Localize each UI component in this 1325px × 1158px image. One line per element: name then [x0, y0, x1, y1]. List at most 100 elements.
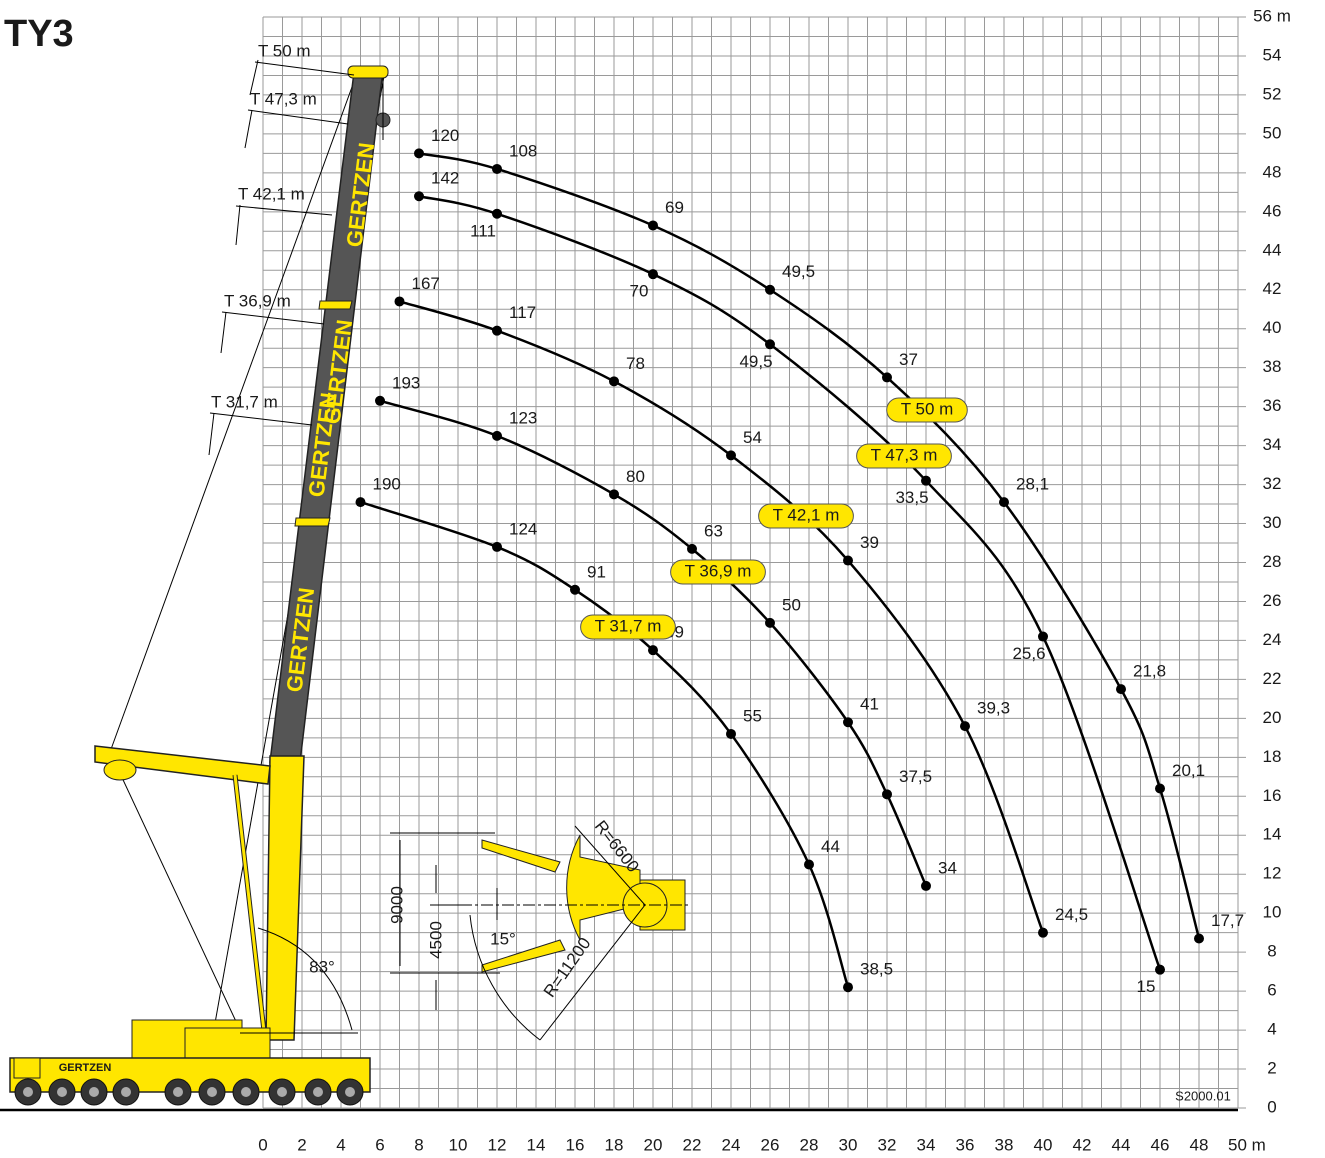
load-label: 142	[431, 169, 459, 188]
y-tick-label: 8	[1267, 942, 1276, 961]
load-label: 39	[860, 533, 879, 552]
boom-angle: 83°	[309, 957, 335, 976]
y-tick-label: 32	[1263, 474, 1282, 493]
x-tick-label: 42	[1073, 1135, 1092, 1154]
y-tick-label: 38	[1263, 357, 1282, 376]
y-tick-label: 24	[1263, 630, 1282, 649]
x-tick-label: 48	[1190, 1135, 1209, 1154]
y-tick-label: 52	[1263, 84, 1282, 103]
load-point	[492, 326, 502, 336]
x-tick-label: 36	[956, 1135, 975, 1154]
load-point	[1038, 632, 1048, 642]
load-point	[648, 220, 658, 230]
load-label: 25,6	[1012, 644, 1045, 663]
load-label: 17,7	[1211, 911, 1244, 930]
x-tick-label: 6	[375, 1135, 384, 1154]
load-label: 54	[743, 428, 762, 447]
x-tick-label: 4	[336, 1135, 345, 1154]
x-tick-label: 24	[722, 1135, 741, 1154]
y-tick-label: 40	[1263, 318, 1282, 337]
boom-length-label: T 36,9 m	[224, 291, 291, 310]
y-tick-label: 0	[1267, 1097, 1276, 1116]
y-tick-label: 2	[1267, 1059, 1276, 1078]
x-tick-label: 2	[297, 1135, 306, 1154]
load-label: 37,5	[899, 767, 932, 786]
load-point	[492, 431, 502, 441]
load-point	[414, 148, 424, 158]
y-tick-label: 46	[1263, 201, 1282, 220]
load-curve	[400, 301, 1044, 932]
boom-length-label: T 42,1 m	[238, 184, 305, 203]
y-tick-label: 4	[1267, 1020, 1276, 1039]
load-label: 63	[704, 521, 723, 540]
load-label: 41	[860, 695, 879, 714]
angle-label: 15°	[490, 929, 516, 948]
load-point	[375, 396, 385, 406]
load-point	[1194, 934, 1204, 944]
y-tick-label: 48	[1263, 162, 1282, 181]
load-point	[687, 544, 697, 554]
load-point	[882, 372, 892, 382]
load-point	[804, 859, 814, 869]
x-tick-label: 12	[488, 1135, 507, 1154]
y-tick-label: 50	[1263, 123, 1282, 142]
x-tick-label: 8	[414, 1135, 423, 1154]
load-label: 111	[470, 221, 496, 240]
x-tick-label: 16	[566, 1135, 585, 1154]
curve-label: T 50 m	[901, 399, 954, 418]
load-label: 124	[509, 519, 537, 538]
load-point	[492, 209, 502, 219]
load-label: 15	[1137, 977, 1156, 996]
load-label: 21,8	[1133, 662, 1166, 681]
load-label: 28,1	[1016, 475, 1049, 494]
load-label: 55	[743, 706, 762, 725]
x-tick-label: 0	[258, 1135, 267, 1154]
load-point	[648, 645, 658, 655]
x-tick-label: 18	[605, 1135, 624, 1154]
load-label: 117	[509, 303, 536, 322]
load-point	[492, 164, 502, 174]
y-tick-label: 12	[1263, 864, 1282, 883]
load-point	[921, 476, 931, 486]
y-tick-label: 56 m	[1253, 6, 1291, 25]
load-label: 120	[431, 126, 459, 145]
load-point	[843, 982, 853, 992]
x-tick-label: 38	[995, 1135, 1014, 1154]
load-point	[960, 721, 970, 731]
load-point	[570, 585, 580, 595]
load-point	[999, 497, 1009, 507]
load-point	[356, 497, 366, 507]
load-point	[414, 191, 424, 201]
x-tick-label: 34	[917, 1135, 936, 1154]
boom-length-label: T 47,3 m	[250, 89, 317, 108]
y-tick-label: 28	[1263, 552, 1282, 571]
load-label: 190	[373, 475, 401, 494]
load-label: 80	[626, 467, 645, 486]
load-label: 50	[782, 595, 801, 614]
x-tick-label: 50 m	[1228, 1135, 1266, 1154]
load-point	[921, 881, 931, 891]
load-point	[609, 376, 619, 386]
curve-label: T 42,1 m	[773, 505, 840, 524]
y-tick-label: 18	[1263, 747, 1282, 766]
boom-length-label: T 31,7 m	[211, 392, 278, 411]
load-label: 24,5	[1055, 905, 1088, 924]
curve-label: T 36,9 m	[685, 561, 752, 580]
y-tick-label: 10	[1263, 903, 1282, 922]
load-point	[609, 489, 619, 499]
y-tick-label: 20	[1263, 708, 1282, 727]
chart: GERTZEN GERTZEN GERTZEN GERTZEN GERTZEN …	[0, 0, 1325, 1158]
load-point	[1038, 928, 1048, 938]
y-tick-label: 30	[1263, 513, 1282, 532]
load-label: 37	[899, 350, 918, 369]
load-point	[1116, 684, 1126, 694]
load-point	[882, 789, 892, 799]
y-tick-label: 36	[1263, 396, 1282, 415]
y-tick-label: 22	[1263, 669, 1282, 688]
crane: GERTZEN GERTZEN GERTZEN GERTZEN GERTZEN …	[10, 41, 390, 1105]
boom-length-label: T 50 m	[258, 41, 311, 60]
load-label: 49,5	[782, 262, 815, 281]
load-label: 167	[412, 274, 440, 293]
x-tick-label: 20	[644, 1135, 663, 1154]
x-tick-label: 28	[800, 1135, 819, 1154]
